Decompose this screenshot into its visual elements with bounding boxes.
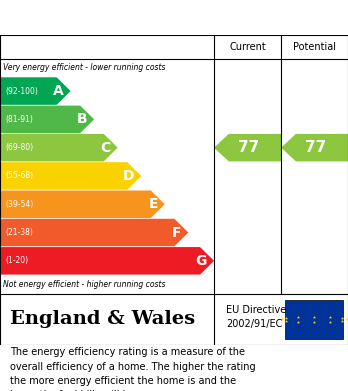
Polygon shape	[0, 106, 94, 133]
Text: The energy efficiency rating is a measure of the
overall efficiency of a home. T: The energy efficiency rating is a measur…	[10, 347, 256, 391]
Text: (21-38): (21-38)	[5, 228, 33, 237]
Text: Not energy efficient - higher running costs: Not energy efficient - higher running co…	[3, 280, 166, 289]
Text: 77: 77	[238, 140, 260, 155]
Text: A: A	[53, 84, 64, 98]
Polygon shape	[0, 190, 165, 218]
Text: (1-20): (1-20)	[5, 256, 28, 265]
Text: 77: 77	[306, 140, 327, 155]
Text: Very energy efficient - lower running costs: Very energy efficient - lower running co…	[3, 63, 166, 72]
Polygon shape	[0, 134, 118, 161]
Text: E: E	[148, 197, 158, 211]
Polygon shape	[0, 162, 141, 190]
Text: Potential: Potential	[293, 42, 336, 52]
Polygon shape	[0, 219, 188, 246]
Polygon shape	[0, 247, 214, 274]
Text: D: D	[123, 169, 134, 183]
Text: G: G	[196, 254, 207, 268]
Text: Current: Current	[229, 42, 266, 52]
Bar	[285, 300, 343, 339]
Text: EU Directive
2002/91/EC: EU Directive 2002/91/EC	[226, 305, 286, 329]
Text: (55-68): (55-68)	[5, 171, 33, 181]
Text: F: F	[172, 226, 181, 240]
Polygon shape	[281, 134, 348, 161]
Text: (39-54): (39-54)	[5, 200, 33, 209]
Text: C: C	[101, 141, 111, 155]
Text: Energy Efficiency Rating: Energy Efficiency Rating	[10, 8, 239, 27]
Polygon shape	[0, 77, 71, 105]
Text: (81-91): (81-91)	[5, 115, 33, 124]
Text: (69-80): (69-80)	[5, 143, 33, 152]
Text: (92-100): (92-100)	[5, 86, 38, 95]
Text: England & Wales: England & Wales	[10, 310, 196, 328]
Text: B: B	[77, 112, 87, 126]
Polygon shape	[214, 134, 281, 161]
